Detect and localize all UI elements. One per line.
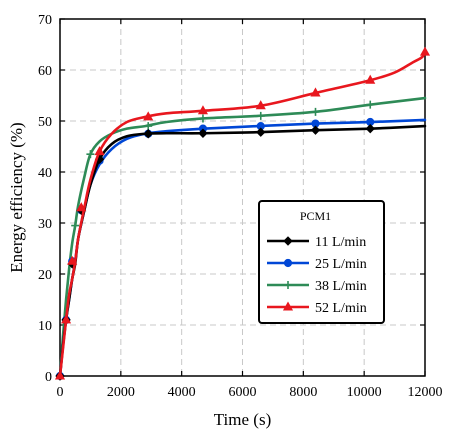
x-tick-label: 4000 [168, 385, 196, 400]
y-tick-label: 0 [45, 370, 52, 385]
legend-label: 38 L/min [315, 279, 367, 294]
y-tick-label: 50 [38, 115, 52, 130]
legend-label: 11 L/min [315, 235, 366, 250]
x-tick-label: 12000 [408, 385, 443, 400]
data-point-plus [71, 221, 80, 230]
legend-marker-diamond [283, 236, 293, 246]
data-point-triangle [197, 105, 209, 115]
data-point-plus [86, 150, 95, 159]
y-tick-label: 60 [38, 64, 52, 79]
x-tick-label: 8000 [289, 385, 317, 400]
x-tick-label: 0 [57, 385, 64, 400]
data-point-plus [366, 100, 375, 109]
axis-ticks: 0 2000 4000 6000 8000 10000 12000 0 10 20 30 40 50 60… [38, 13, 443, 400]
legend-item: 52 L/min [267, 301, 367, 316]
x-tick-label: 10000 [347, 385, 382, 400]
data-point-plus [198, 114, 207, 123]
legend-item: 25 L/min [267, 257, 367, 272]
x-axis-title: Time (s) [214, 410, 271, 429]
data-point-triangle [419, 46, 431, 56]
x-tick-label: 6000 [229, 385, 257, 400]
data-point-triangle [310, 87, 321, 97]
data-point-triangle [76, 202, 87, 212]
y-axis-title: Energy efficiency (%) [7, 122, 26, 272]
legend-marker-circle [283, 258, 293, 268]
data-point-plus [144, 122, 153, 131]
legend-item: 38 L/min [267, 279, 367, 294]
series-52-l-min [54, 46, 431, 380]
data-point-triangle [255, 100, 266, 110]
x-tick-label: 2000 [107, 385, 135, 400]
legend-title: PCM1 [300, 209, 331, 223]
legend-box [258, 200, 385, 324]
grid-lines [60, 19, 425, 376]
legend-marker-triangle [282, 301, 294, 311]
data-point-triangle [94, 146, 105, 156]
y-tick-label: 30 [38, 217, 52, 232]
legend-marker-plus [284, 281, 292, 289]
legend: PCM1 11 L/min 25 L/min 38 L/min 52 L/min [258, 200, 385, 324]
data-point-diamond [143, 129, 153, 139]
data-point-triangle [61, 314, 72, 324]
data-point-triangle [54, 370, 66, 380]
y-tick-label: 40 [38, 166, 52, 181]
legend-label: 52 L/min [315, 301, 367, 316]
series-layer [54, 46, 431, 381]
series-line [58, 50, 427, 378]
y-tick-label: 20 [38, 268, 52, 283]
data-point-plus [256, 111, 265, 120]
data-point-triangle [67, 255, 78, 265]
data-point-diamond [310, 125, 321, 135]
data-point-triangle [143, 111, 154, 121]
data-point-triangle [365, 74, 376, 84]
y-tick-label: 10 [38, 319, 52, 334]
y-tick-label: 70 [38, 13, 52, 28]
data-point-plus [311, 107, 320, 116]
data-point-diamond [365, 123, 375, 134]
legend-label: 25 L/min [315, 257, 367, 272]
data-point-diamond [198, 128, 208, 138]
data-point-diamond [256, 127, 266, 137]
legend-item: 11 L/min [267, 235, 366, 250]
